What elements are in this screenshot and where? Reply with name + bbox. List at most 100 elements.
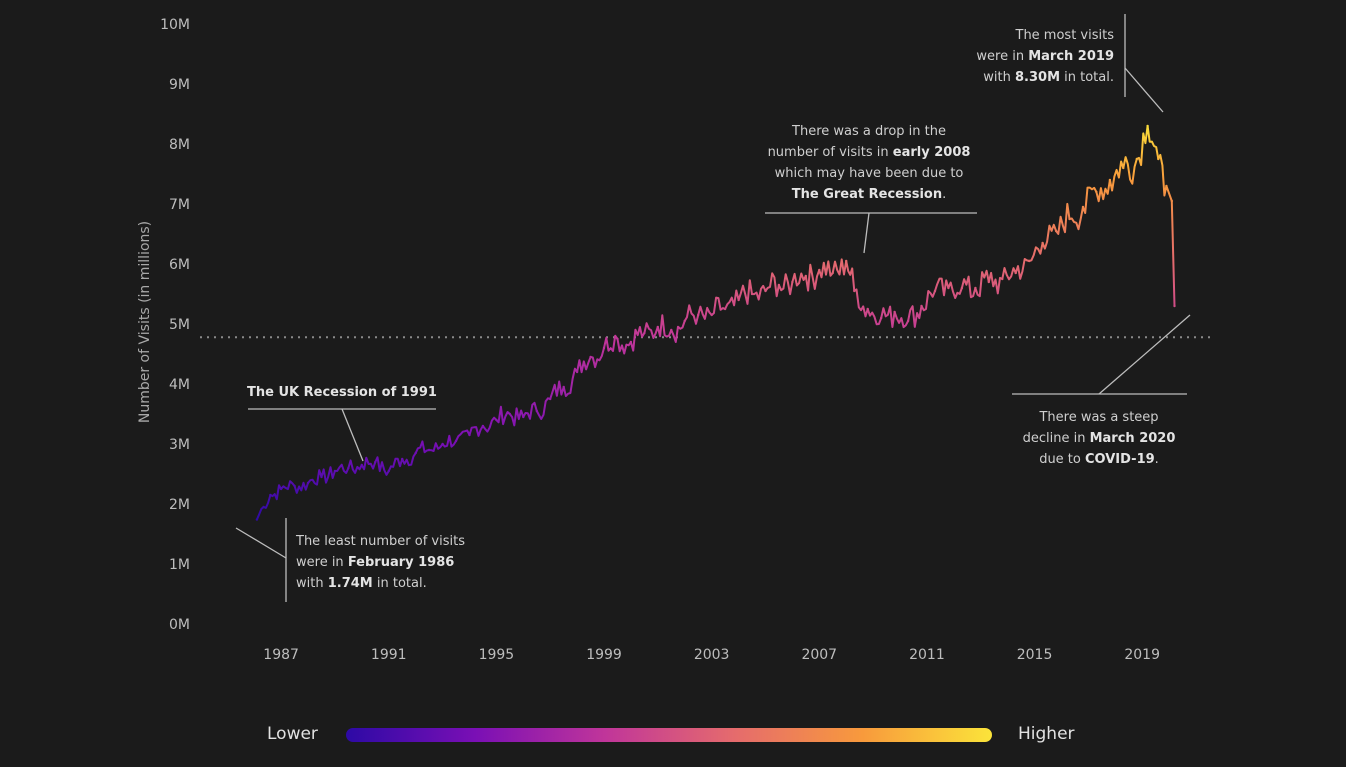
data-point [508,412,511,416]
data-point [866,307,869,311]
data-point [643,331,646,335]
data-point [764,289,767,293]
y-axis-ticks: 0M 1M 2M 3M 4M 5M 6M 7M 8M 9M 10M [160,17,190,633]
data-point [1122,166,1125,170]
data-point [562,385,565,389]
svg-text:with 8.30M in total.: with 8.30M in total. [983,70,1114,85]
y-tick-label: 8M [169,137,190,153]
data-point [255,518,259,521]
data-point [791,280,794,284]
annotation-uk-recession-title: The UK Recession of 1991 [247,385,437,400]
data-point [987,280,990,284]
annotation-max: The most visits were in March 2019 with … [976,14,1164,113]
data-point [697,313,700,317]
legend-high-label: Higher [1018,724,1075,744]
data-point [468,433,471,437]
annotation-max-line1: The most visits [1015,28,1115,43]
color-legend-bar [346,728,992,742]
y-tick-label: 7M [169,197,190,213]
data-point [1170,199,1174,203]
y-tick-label: 6M [169,257,190,273]
data-point [1054,229,1058,233]
svg-text:with 1.74M in total.: with 1.74M in total. [296,576,427,591]
data-point [401,457,404,461]
data-point [920,304,923,308]
data-point [262,505,265,509]
line-chart: 0M 1M 2M 3M 4M 5M 6M 7M 8M 9M 10M 1987 1991 1995 1999… [137,14,1215,663]
data-point [804,274,807,278]
annotation-covid-cause: COVID-19 [1085,452,1155,467]
data-point [414,451,417,455]
y-tick-label: 1M [169,557,190,573]
annotation-covid-date: March 2020 [1090,431,1176,446]
data-point [777,283,781,287]
data-point [710,313,713,317]
data-point [535,409,538,413]
data-point [306,481,310,485]
legend-low-label: Lower [267,724,318,744]
x-axis-ticks: 1987 1991 1995 1999 2003 2007 2011 2015 2019 [263,647,1160,663]
svg-text:due to COVID-19.: due to COVID-19. [1039,452,1159,467]
annotation-2008-cause: The Great Recession [792,187,942,202]
y-tick-label: 10M [160,17,190,33]
data-point [933,289,937,293]
annotation-min-line2: were in [296,555,348,570]
x-tick-label: 1991 [371,647,407,663]
data-point [1095,190,1098,194]
data-point [853,289,856,293]
svg-text:number of visits in early 2008: number of visits in early 2008 [768,145,971,160]
data-point [1081,205,1085,209]
data-point [960,286,964,290]
data-point [1135,157,1139,161]
y-tick-label: 4M [169,377,190,393]
x-tick-label: 2015 [1017,647,1053,663]
annotation-covid: There was a steep decline in March 2020 … [1012,314,1191,467]
x-tick-label: 2003 [694,647,730,663]
x-tick-label: 1995 [479,647,515,663]
y-tick-label: 0M [169,617,190,633]
y-tick-label: 2M [169,497,190,513]
svg-text:The least number of visits: The least number of visits [295,534,465,549]
data-point [454,439,458,443]
y-axis-label: Number of Visits (in millions) [137,221,153,423]
data-point [269,493,272,497]
x-tick-label: 2019 [1124,647,1160,663]
data-point [1068,217,1071,221]
data-point [616,337,619,341]
data-point [1165,184,1168,188]
svg-text:were in February 1986: were in February 1986 [296,555,454,570]
data-point [441,442,444,446]
svg-text:The Great Recession.: The Great Recession. [792,187,947,202]
data-point [1014,271,1017,275]
annotation-uk-recession: The UK Recession of 1991 [247,385,437,462]
data-point [360,463,363,467]
data-point [293,484,296,488]
data-point [333,469,337,473]
data-point [737,298,740,302]
data-point [1157,157,1160,161]
annotation-min-line1: The least number of visits [295,534,465,549]
x-tick-label: 1987 [263,647,299,663]
data-point [495,418,498,422]
data-point [629,340,633,344]
data-point [589,355,592,359]
data-point [947,286,950,290]
data-point [1146,124,1149,128]
data-point [683,319,686,323]
data-point [602,346,606,350]
y-tick-label: 3M [169,437,190,453]
data-point [1001,277,1004,281]
annotation-max-date: March 2019 [1028,49,1114,64]
data-point [818,268,821,272]
annotation-max-value: 8.30M [1015,70,1060,85]
data-point [656,325,659,329]
annotation-min-value: 1.74M [328,576,373,591]
data-point [1041,241,1044,245]
svg-text:decline in March 2020: decline in March 2020 [1023,431,1176,446]
data-point [320,475,323,479]
data-point [387,469,390,473]
data-point [575,370,579,374]
data-point [974,286,977,290]
data-point [427,448,431,452]
svg-text:were in March 2019: were in March 2019 [976,49,1114,64]
